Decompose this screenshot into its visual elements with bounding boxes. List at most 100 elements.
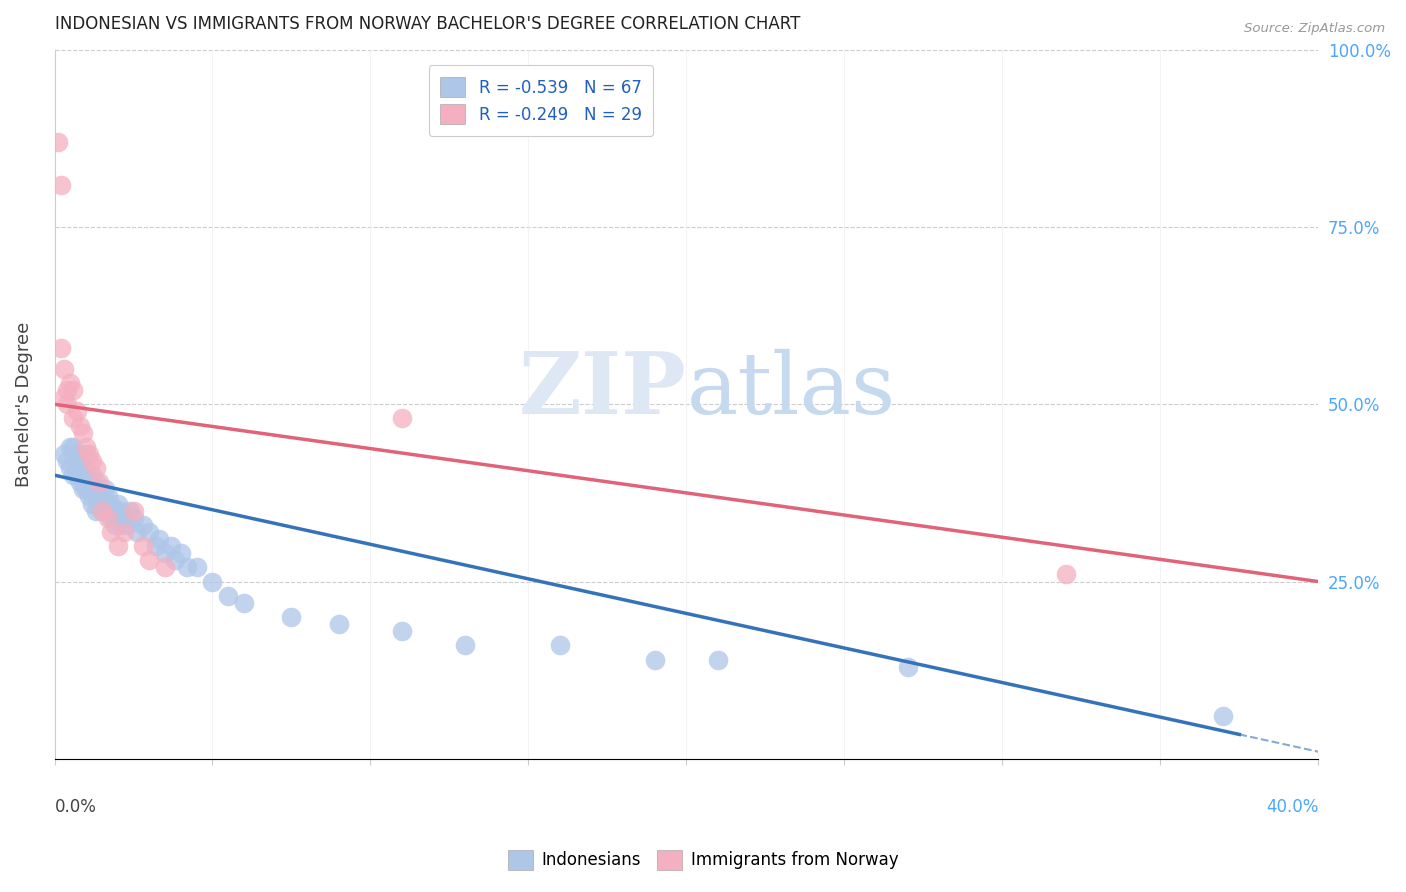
Point: [59, 376, 82, 390]
Point: [59, 440, 82, 454]
Point: [90, 503, 112, 517]
Point: [233, 596, 256, 610]
Text: 0.0%: 0.0%: [55, 797, 97, 816]
Point: [82, 468, 104, 483]
Point: [84, 503, 107, 517]
Point: [72, 461, 94, 475]
Point: [77, 447, 100, 461]
Point: [75, 468, 97, 483]
Point: [53, 447, 76, 461]
Point: [69, 454, 91, 468]
Y-axis label: Bachelor's Degree: Bachelor's Degree: [15, 322, 32, 487]
Point: [84, 490, 107, 504]
Point: [62, 468, 84, 483]
Point: [84, 475, 107, 490]
Point: [115, 517, 138, 532]
Point: [46, 135, 69, 149]
Point: [97, 490, 120, 504]
Text: 40.0%: 40.0%: [1265, 797, 1319, 816]
Point: [87, 475, 110, 490]
Point: [107, 539, 129, 553]
Point: [56, 397, 79, 411]
Point: [125, 524, 148, 539]
Point: [72, 425, 94, 440]
Point: [132, 539, 155, 553]
Point: [138, 524, 160, 539]
Text: atlas: atlas: [686, 349, 896, 432]
Point: [66, 404, 89, 418]
Point: [82, 483, 104, 497]
Point: [90, 490, 112, 504]
Point: [62, 411, 84, 425]
Point: [75, 483, 97, 497]
Point: [391, 411, 413, 425]
Point: [145, 539, 167, 553]
Point: [138, 553, 160, 567]
Point: [75, 447, 97, 461]
Point: [84, 461, 107, 475]
Point: [153, 546, 176, 560]
Legend: R = -0.539   N = 67, R = -0.249   N = 29: R = -0.539 N = 67, R = -0.249 N = 29: [429, 65, 654, 136]
Point: [122, 510, 145, 524]
Point: [186, 560, 208, 574]
Point: [49, 341, 72, 355]
Point: [391, 624, 413, 639]
Point: [94, 483, 117, 497]
Point: [82, 454, 104, 468]
Point: [72, 483, 94, 497]
Text: ZIP: ZIP: [519, 348, 686, 432]
Point: [896, 659, 918, 673]
Point: [707, 652, 730, 666]
Point: [100, 524, 122, 539]
Point: [644, 652, 666, 666]
Text: INDONESIAN VS IMMIGRANTS FROM NORWAY BACHELOR'S DEGREE CORRELATION CHART: INDONESIAN VS IMMIGRANTS FROM NORWAY BAC…: [55, 15, 800, 33]
Point: [87, 497, 110, 511]
Point: [548, 638, 571, 652]
Point: [100, 510, 122, 524]
Point: [328, 617, 350, 632]
Point: [170, 546, 193, 560]
Point: [103, 517, 125, 532]
Legend: Indonesians, Immigrants from Norway: Indonesians, Immigrants from Norway: [501, 843, 905, 877]
Point: [122, 503, 145, 517]
Point: [112, 524, 135, 539]
Point: [94, 497, 117, 511]
Point: [110, 517, 132, 532]
Point: [280, 610, 302, 624]
Point: [66, 461, 89, 475]
Point: [59, 461, 82, 475]
Point: [77, 475, 100, 490]
Point: [107, 497, 129, 511]
Point: [201, 574, 224, 589]
Point: [153, 560, 176, 574]
Point: [110, 503, 132, 517]
Point: [62, 383, 84, 397]
Point: [53, 362, 76, 376]
Point: [217, 589, 239, 603]
Point: [160, 539, 183, 553]
Text: Source: ZipAtlas.com: Source: ZipAtlas.com: [1244, 22, 1385, 36]
Point: [69, 418, 91, 433]
Point: [97, 510, 120, 524]
Point: [132, 517, 155, 532]
Point: [107, 510, 129, 524]
Point: [100, 497, 122, 511]
Point: [176, 560, 198, 574]
Point: [62, 440, 84, 454]
Point: [120, 503, 142, 517]
Point: [1212, 709, 1234, 723]
Point: [66, 468, 89, 483]
Point: [49, 178, 72, 192]
Point: [77, 490, 100, 504]
Point: [1054, 567, 1077, 582]
Point: [82, 497, 104, 511]
Point: [103, 503, 125, 517]
Point: [53, 390, 76, 404]
Point: [90, 503, 112, 517]
Point: [87, 483, 110, 497]
Point: [163, 553, 186, 567]
Point: [56, 383, 79, 397]
Point: [97, 503, 120, 517]
Point: [454, 638, 477, 652]
Point: [66, 447, 89, 461]
